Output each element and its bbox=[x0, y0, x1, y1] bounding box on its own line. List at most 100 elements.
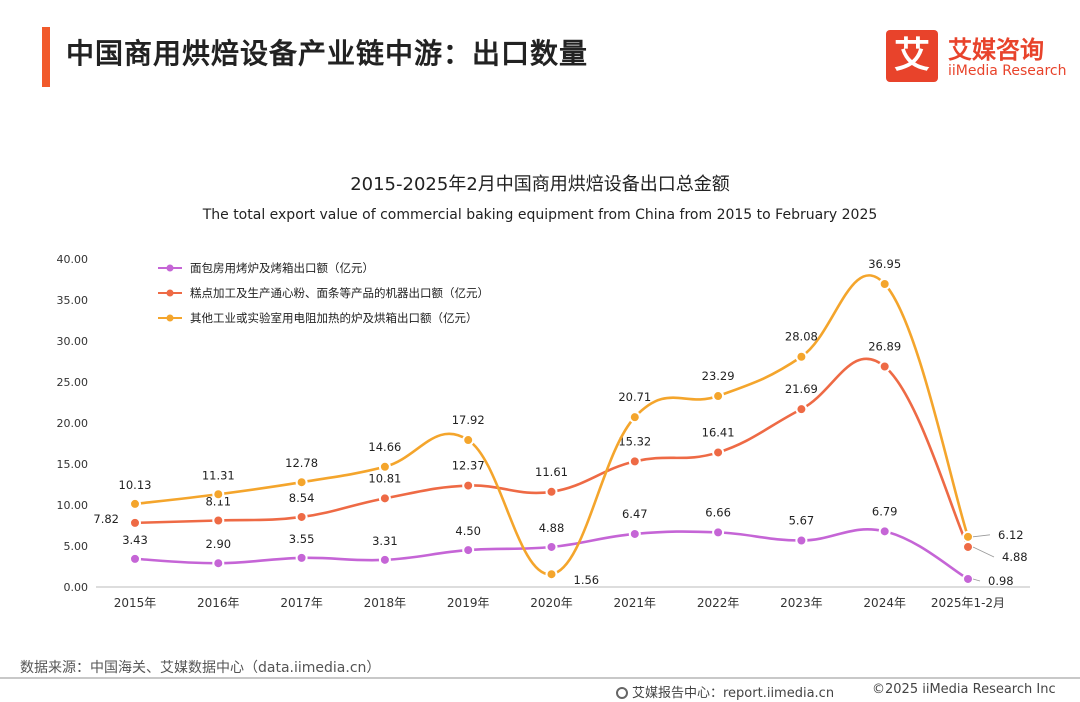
data-label: 8.11 bbox=[205, 494, 231, 508]
legend-swatch-dot bbox=[166, 289, 174, 297]
x-tick-label: 2023年 bbox=[780, 596, 823, 610]
data-point bbox=[378, 492, 391, 505]
data-point bbox=[878, 360, 891, 373]
page-title: 中国商用烘焙设备产业链中游：出口数量 bbox=[66, 37, 589, 70]
legend-swatch-dot bbox=[166, 264, 174, 272]
footer-divider bbox=[0, 677, 1080, 679]
data-point bbox=[462, 434, 475, 447]
data-label: 0.98 bbox=[988, 574, 1014, 588]
data-point bbox=[712, 446, 725, 459]
x-tick-label: 2025年1-2月 bbox=[931, 596, 1005, 610]
footer-report: 艾媒报告中心：report.iimedia.cn bbox=[616, 682, 834, 701]
x-tick-label: 2019年 bbox=[447, 596, 490, 610]
data-point bbox=[628, 455, 641, 468]
data-point bbox=[462, 544, 475, 557]
data-label: 28.08 bbox=[785, 330, 818, 344]
line-chart: 2015-2025年2月中国商用烘焙设备出口总金额 The total expo… bbox=[57, 174, 1030, 610]
chart-axes: 0.00 5.00 10.00 15.00 20.00 25.00 30.00 35.00 40… bbox=[57, 253, 1030, 610]
y-tick-label: 0.00 bbox=[64, 581, 89, 594]
chart-series: 3.43 2.90 3.55 3.31 4.50 4.88 6.47 6.66 5.67 6.79… bbox=[93, 257, 1027, 588]
x-tick-label: 2024年 bbox=[863, 596, 906, 610]
x-tick-label: 2021年 bbox=[614, 596, 657, 610]
data-point bbox=[295, 510, 308, 523]
chart-legend: 面包房用烤炉及烤箱出口额（亿元） 糕点加工及生产通心粉、面条等产品的机器出口额（亿… bbox=[158, 261, 489, 325]
data-label: 1.56 bbox=[574, 573, 600, 587]
data-point bbox=[878, 525, 891, 538]
data-point bbox=[628, 527, 641, 540]
y-tick-label: 5.00 bbox=[64, 540, 89, 553]
footer-copyright: ©2025 iiMedia Research Inc bbox=[872, 682, 1056, 697]
label-leader bbox=[972, 578, 981, 582]
data-label: 17.92 bbox=[452, 413, 485, 427]
data-point bbox=[962, 530, 974, 543]
y-tick-label: 15.00 bbox=[57, 458, 89, 471]
legend-label: 面包房用烤炉及烤箱出口额（亿元） bbox=[190, 261, 374, 275]
globe-icon bbox=[616, 687, 628, 699]
legend-label: 其他工业或实验室用电阻加热的炉及烘箱出口额（亿元） bbox=[190, 311, 478, 325]
x-tick-label: 2022年 bbox=[697, 596, 740, 610]
data-point bbox=[712, 526, 725, 539]
data-label: 3.31 bbox=[372, 534, 398, 548]
data-point bbox=[628, 411, 641, 424]
data-point bbox=[878, 278, 891, 291]
data-label: 8.54 bbox=[289, 491, 315, 505]
x-tick-label: 2015年 bbox=[114, 596, 157, 610]
y-tick-label: 30.00 bbox=[57, 335, 89, 348]
data-point bbox=[712, 390, 725, 403]
data-point bbox=[962, 572, 974, 585]
y-tick-label: 35.00 bbox=[57, 294, 89, 307]
data-label: 6.79 bbox=[872, 504, 898, 518]
logo-name-en: iiMedia Research bbox=[948, 63, 1067, 79]
data-label: 6.66 bbox=[705, 505, 731, 519]
data-label: 4.88 bbox=[539, 521, 565, 535]
data-point bbox=[295, 551, 308, 564]
data-point bbox=[378, 460, 391, 473]
data-label: 36.95 bbox=[868, 257, 901, 271]
data-label: 26.89 bbox=[868, 340, 901, 354]
data-label: 10.13 bbox=[119, 478, 152, 492]
x-tick-label: 2017年 bbox=[280, 596, 323, 610]
data-label: 3.43 bbox=[122, 533, 148, 547]
data-label: 21.69 bbox=[785, 382, 818, 396]
x-tick-label: 2020年 bbox=[530, 596, 573, 610]
data-point bbox=[962, 540, 974, 553]
y-tick-label: 10.00 bbox=[57, 499, 89, 512]
x-tick-label: 2018年 bbox=[364, 596, 407, 610]
legend-label: 糕点加工及生产通心粉、面条等产品的机器出口额（亿元） bbox=[190, 286, 489, 300]
data-point bbox=[212, 488, 225, 501]
data-label: 11.61 bbox=[535, 465, 568, 479]
data-label: 10.81 bbox=[368, 471, 401, 485]
data-label: 2.90 bbox=[205, 537, 231, 551]
data-label: 5.67 bbox=[789, 514, 815, 528]
data-label: 6.47 bbox=[622, 507, 648, 521]
data-point bbox=[129, 552, 141, 565]
x-tick-label: 2016年 bbox=[197, 596, 240, 610]
chart-title: 2015-2025年2月中国商用烘焙设备出口总金额 bbox=[350, 174, 730, 195]
data-point bbox=[795, 534, 808, 547]
data-point bbox=[795, 350, 808, 363]
data-label: 20.71 bbox=[618, 390, 651, 404]
data-point bbox=[378, 553, 391, 566]
data-point bbox=[129, 497, 141, 510]
data-point bbox=[545, 485, 558, 498]
label-leader bbox=[972, 546, 995, 558]
data-point bbox=[795, 403, 808, 416]
footer-report-text: 艾媒报告中心：report.iimedia.cn bbox=[632, 686, 835, 701]
y-tick-label: 40.00 bbox=[57, 253, 89, 266]
data-label: 16.41 bbox=[702, 425, 735, 439]
data-point bbox=[212, 557, 225, 570]
data-label: 12.78 bbox=[285, 456, 318, 470]
iimedia-logo: 艾 艾媒咨询 iiMedia Research bbox=[886, 30, 1067, 82]
data-point bbox=[129, 516, 141, 529]
data-point bbox=[545, 540, 558, 553]
data-point bbox=[295, 476, 308, 489]
label-leader bbox=[972, 534, 991, 538]
data-point bbox=[212, 514, 225, 527]
data-source: 数据来源：中国海关、艾媒数据中心（data.iimedia.cn） bbox=[20, 660, 381, 676]
data-label: 4.88 bbox=[1002, 550, 1028, 564]
logo-name-cn: 艾媒咨询 bbox=[948, 36, 1044, 64]
data-label: 6.12 bbox=[998, 528, 1024, 542]
data-label: 7.82 bbox=[93, 512, 119, 526]
data-label: 23.29 bbox=[702, 369, 735, 383]
data-label: 3.55 bbox=[289, 532, 315, 546]
